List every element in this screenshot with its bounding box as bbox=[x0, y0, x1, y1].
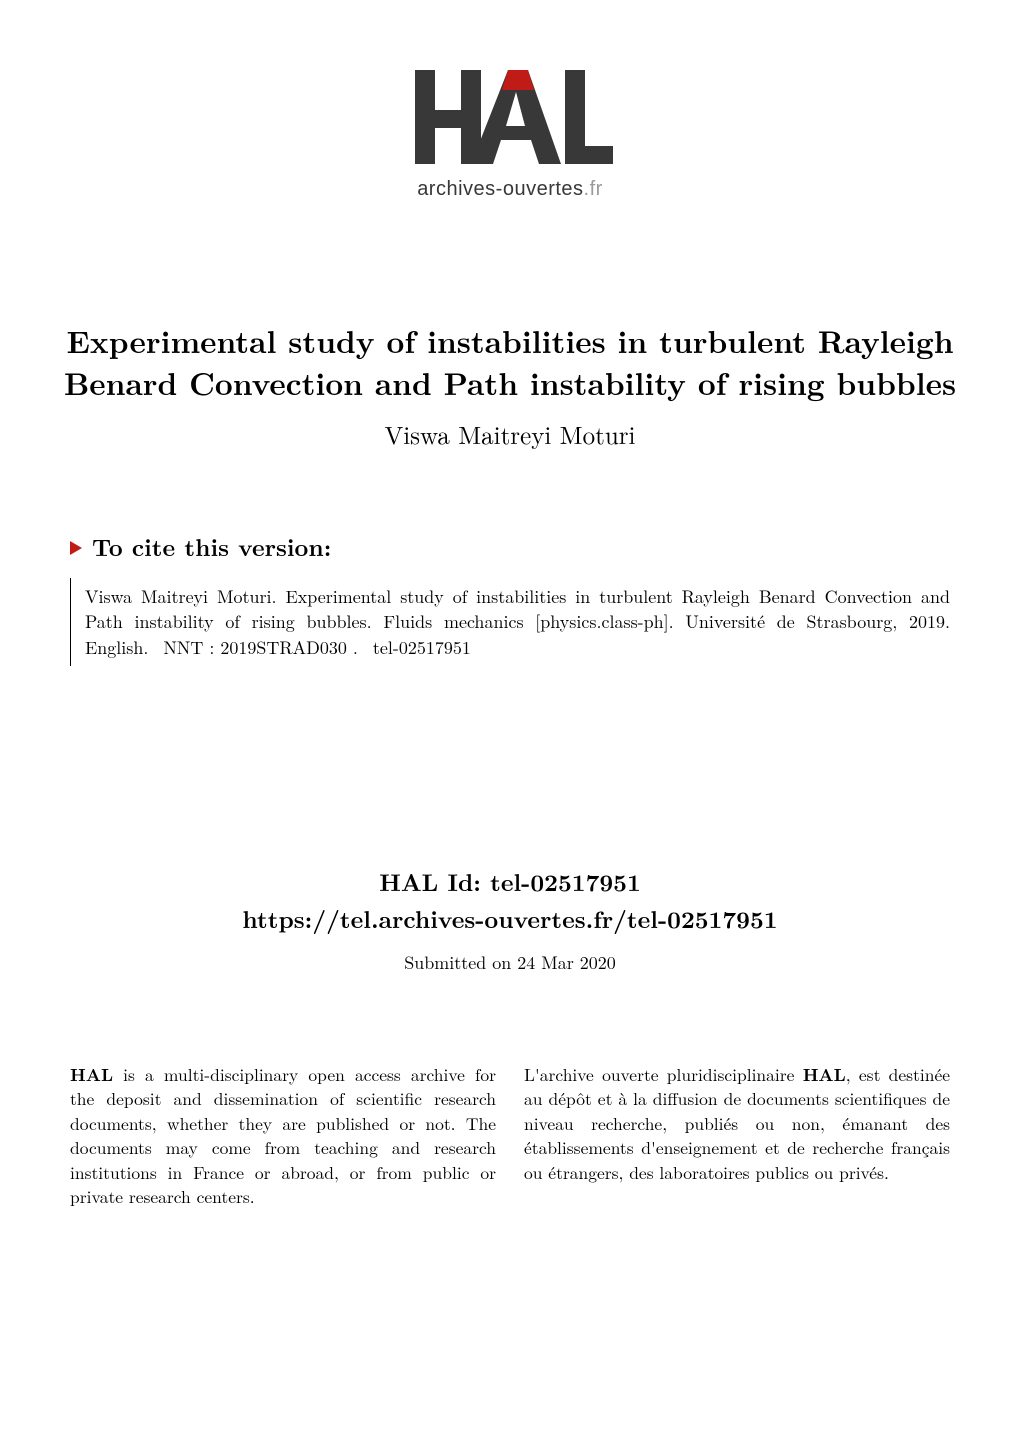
abstract-fr: L'archive ouverte pluridisciplinaire HAL… bbox=[524, 1063, 950, 1210]
cite-heading-text: To cite this version: bbox=[92, 530, 331, 564]
hal-id-label: HAL Id: bbox=[379, 865, 481, 899]
abstract-columns: HAL is a multi-disciplinary open access … bbox=[0, 1063, 1020, 1210]
abstract-en-bold: HAL bbox=[70, 1062, 113, 1087]
hal-logo-subtext: archives-ouvertes.fr bbox=[417, 178, 603, 201]
submitted-date: 24 Mar 2020 bbox=[517, 950, 616, 975]
cite-block: To cite this version: Viswa Maitreyi Mot… bbox=[0, 530, 1020, 667]
paper-author: Viswa Maitreyi Moturi bbox=[50, 417, 970, 452]
abstract-en-rest: is a multi-disciplinary open access arch… bbox=[70, 1062, 496, 1210]
hal-id-block: HAL Id: tel-02517951 https://tel.archive… bbox=[0, 864, 1020, 974]
abstract-en: HAL is a multi-disciplinary open access … bbox=[70, 1063, 496, 1210]
logo-sub-left: archives-ouvertes bbox=[417, 178, 583, 200]
triangle-icon bbox=[70, 541, 82, 555]
paper-title: Experimental study of instabilities in t… bbox=[50, 321, 970, 405]
logo-sub-right: .fr bbox=[584, 178, 603, 200]
hal-id-value: tel-02517951 bbox=[490, 865, 641, 899]
cite-heading: To cite this version: bbox=[70, 530, 950, 564]
submitted-label: Submitted on bbox=[404, 950, 511, 975]
cite-body: Viswa Maitreyi Moturi. Experimental stud… bbox=[70, 578, 950, 667]
submitted-line: Submitted on 24 Mar 2020 bbox=[0, 950, 1020, 975]
title-block: Experimental study of instabilities in t… bbox=[0, 321, 1020, 452]
hal-logo-icon bbox=[405, 62, 615, 172]
hal-id-line: HAL Id: tel-02517951 bbox=[0, 864, 1020, 901]
hal-url[interactable]: https://tel.archives-ouvertes.fr/tel-025… bbox=[0, 902, 1020, 936]
hal-logo-block: archives-ouvertes.fr bbox=[0, 0, 1020, 201]
abstract-fr-bold: HAL bbox=[803, 1062, 846, 1087]
abstract-fr-pre: L'archive ouverte pluridisciplinaire bbox=[524, 1062, 803, 1087]
